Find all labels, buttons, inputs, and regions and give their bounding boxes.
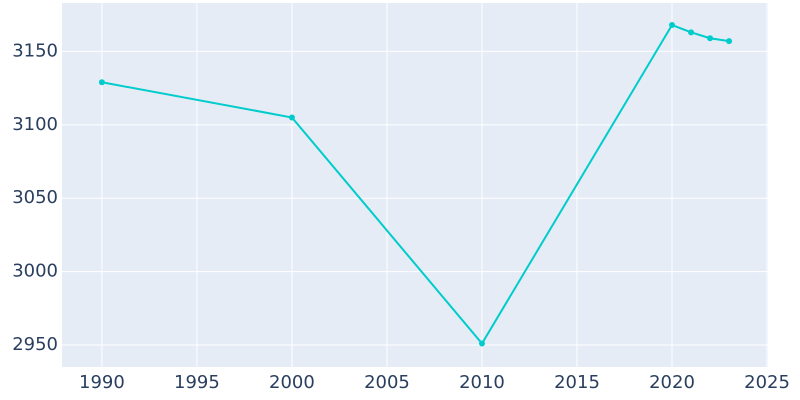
plot-area bbox=[62, 3, 768, 367]
y-tick-label: 2950 bbox=[12, 334, 58, 355]
x-tick-label: 2005 bbox=[364, 372, 410, 393]
x-tick-label: 1990 bbox=[79, 372, 125, 393]
data-point bbox=[98, 79, 105, 86]
data-point bbox=[726, 38, 733, 45]
data-point bbox=[707, 35, 714, 42]
data-point bbox=[478, 340, 485, 347]
x-tick-label: 2010 bbox=[459, 372, 505, 393]
data-point bbox=[669, 22, 676, 29]
y-tick-label: 3050 bbox=[12, 187, 58, 208]
data-point bbox=[688, 29, 695, 36]
y-tick-label: 3100 bbox=[12, 114, 58, 135]
x-tick-label: 2020 bbox=[649, 372, 695, 393]
y-tick-label: 3000 bbox=[12, 261, 58, 282]
x-tick-label: 2025 bbox=[744, 372, 790, 393]
y-tick-label: 3150 bbox=[12, 40, 58, 61]
x-tick-label: 1995 bbox=[174, 372, 220, 393]
data-point bbox=[288, 114, 295, 121]
x-tick-label: 2015 bbox=[554, 372, 600, 393]
x-tick-label: 2000 bbox=[269, 372, 315, 393]
